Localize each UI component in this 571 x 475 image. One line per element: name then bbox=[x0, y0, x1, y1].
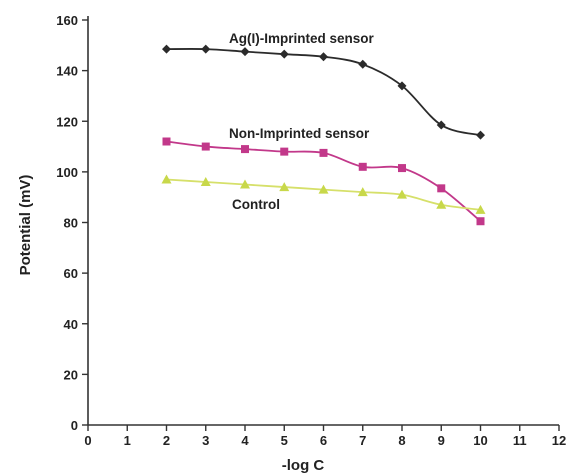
y-tick-label: 140 bbox=[56, 64, 78, 79]
x-tick-label: 4 bbox=[241, 433, 249, 448]
series-ag-imprinted bbox=[162, 44, 485, 140]
x-tick-label: 5 bbox=[281, 433, 288, 448]
y-tick-label: 120 bbox=[56, 114, 78, 129]
data-point bbox=[279, 182, 290, 192]
data-point bbox=[319, 148, 328, 157]
y-tick-label: 100 bbox=[56, 165, 78, 180]
x-tick-label: 0 bbox=[84, 433, 91, 448]
data-point bbox=[201, 44, 211, 54]
data-point bbox=[162, 137, 171, 146]
data-point bbox=[437, 184, 446, 193]
y-tick-label: 160 bbox=[56, 13, 78, 28]
data-point bbox=[358, 59, 368, 69]
series-labels: Ag(I)-Imprinted sensor Non-Imprinted sens… bbox=[229, 31, 375, 212]
x-tick-label: 6 bbox=[320, 433, 327, 448]
y-tick-label: 40 bbox=[64, 317, 78, 332]
data-point bbox=[476, 217, 485, 226]
series-label-control: Control bbox=[232, 197, 280, 212]
x-tick-label: 3 bbox=[202, 433, 209, 448]
data-point bbox=[358, 162, 367, 171]
data-point bbox=[397, 81, 407, 91]
data-point bbox=[436, 120, 446, 130]
series-layer bbox=[161, 44, 486, 226]
data-point bbox=[319, 52, 328, 62]
data-point bbox=[201, 142, 210, 151]
data-point bbox=[161, 174, 172, 184]
x-tick-label: 10 bbox=[473, 433, 487, 448]
data-point bbox=[436, 199, 447, 209]
series-control bbox=[161, 174, 486, 214]
data-point bbox=[279, 49, 289, 59]
data-point bbox=[241, 145, 249, 154]
series-label-non-imprinted: Non-Imprinted sensor bbox=[229, 126, 370, 141]
y-tick-label: 20 bbox=[64, 367, 78, 382]
data-point bbox=[240, 47, 250, 57]
x-tick-label: 9 bbox=[438, 433, 445, 448]
y-tick-label: 60 bbox=[64, 266, 78, 281]
x-axis-title: -log C bbox=[282, 457, 325, 474]
data-point bbox=[318, 184, 329, 194]
data-point bbox=[476, 130, 485, 140]
data-point bbox=[280, 147, 289, 156]
data-point bbox=[240, 179, 250, 189]
series-label-ag-imprinted: Ag(I)-Imprinted sensor bbox=[229, 31, 375, 46]
x-tick-label: 2 bbox=[163, 433, 170, 448]
data-point bbox=[397, 189, 407, 199]
data-point bbox=[162, 44, 171, 54]
series-non-imprinted bbox=[162, 137, 485, 226]
x-tick-label: 12 bbox=[552, 433, 566, 448]
y-tick-label: 0 bbox=[71, 418, 78, 433]
data-point bbox=[475, 204, 486, 214]
x-tick-label: 11 bbox=[513, 433, 527, 448]
series-line bbox=[166, 48, 481, 137]
data-point bbox=[200, 177, 211, 186]
data-point bbox=[398, 164, 406, 173]
y-axis-title: Potential (mV) bbox=[17, 175, 34, 276]
data-point bbox=[357, 187, 368, 197]
x-tick-label: 7 bbox=[359, 433, 366, 448]
y-tick-label: 80 bbox=[64, 216, 78, 231]
x-tick-label: 1 bbox=[124, 433, 131, 448]
x-tick-label: 8 bbox=[398, 433, 405, 448]
